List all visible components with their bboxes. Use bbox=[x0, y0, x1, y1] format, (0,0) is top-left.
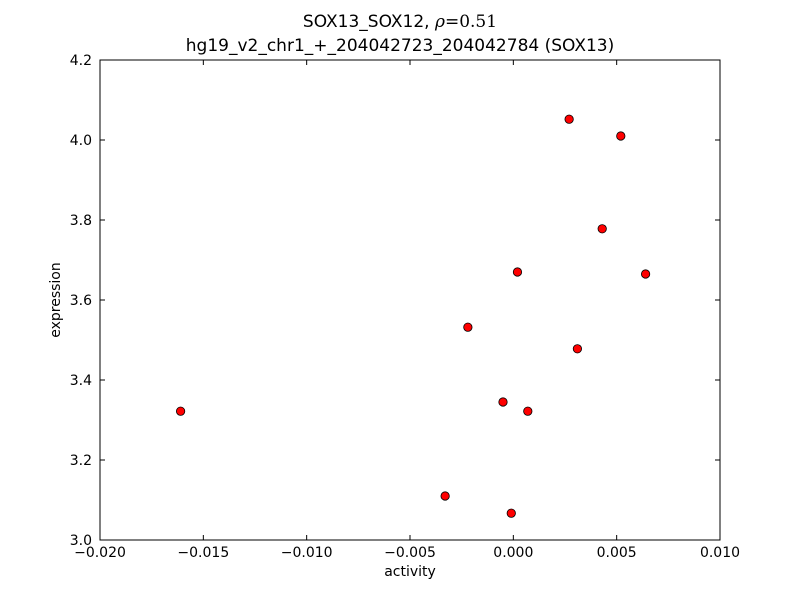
rho-symbol: ρ bbox=[434, 12, 445, 32]
x-tick-label: −0.005 bbox=[384, 545, 436, 561]
y-tick-label: 3.2 bbox=[70, 453, 92, 469]
rho-value: =0.51 bbox=[444, 12, 498, 32]
y-tick-label: 3.8 bbox=[70, 213, 92, 229]
x-tick-label: −0.015 bbox=[177, 545, 229, 561]
data-point bbox=[176, 406, 186, 416]
x-axis-label: activity bbox=[384, 564, 436, 580]
x-tick-label: 0.000 bbox=[493, 545, 533, 561]
y-tick-label: 4.2 bbox=[70, 53, 92, 69]
x-tick-label: −0.020 bbox=[74, 545, 126, 561]
data-point bbox=[523, 406, 533, 416]
chart-title-line1: SOX13_SOX12, ρ=0.51 bbox=[0, 12, 800, 32]
data-point bbox=[463, 322, 473, 332]
chart-title-prefix: SOX13_SOX12, bbox=[302, 12, 435, 32]
data-point bbox=[506, 508, 516, 518]
data-point bbox=[572, 344, 583, 354]
y-tick-label: 4.0 bbox=[70, 133, 92, 149]
y-tick-label: 3.4 bbox=[70, 373, 92, 389]
data-point bbox=[512, 267, 523, 277]
data-point bbox=[597, 224, 607, 234]
data-point bbox=[616, 131, 626, 141]
data-point bbox=[498, 397, 508, 407]
y-tick-label: 3.6 bbox=[70, 293, 92, 309]
data-point bbox=[564, 114, 574, 124]
data-point bbox=[440, 491, 450, 501]
data-point bbox=[640, 269, 651, 279]
chart-title-line2: hg19_v2_chr1_+_204042723_204042784 (SOX1… bbox=[185, 36, 615, 56]
x-tick-label: −0.010 bbox=[281, 545, 333, 561]
y-tick-label: 3.0 bbox=[70, 533, 92, 549]
plot-frame bbox=[99, 59, 721, 541]
x-tick-label: 0.010 bbox=[700, 545, 740, 561]
x-tick-label: 0.005 bbox=[597, 545, 637, 561]
y-axis-label: expression bbox=[48, 262, 64, 338]
